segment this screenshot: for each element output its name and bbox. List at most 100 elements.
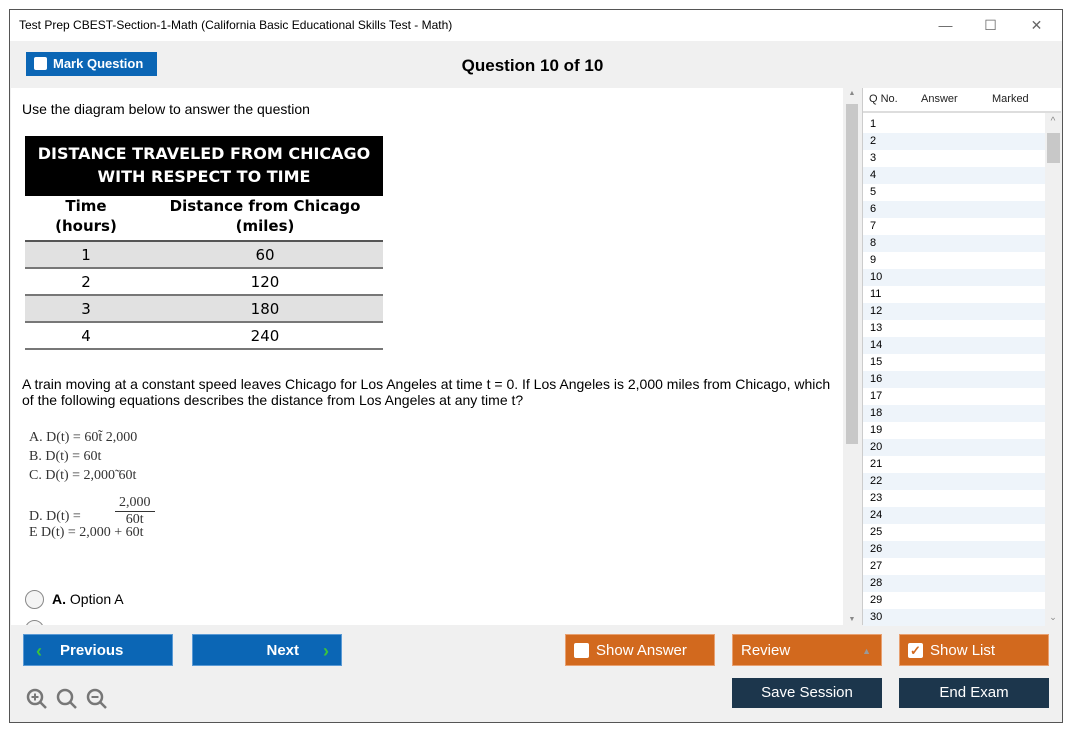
show-answer-label: Show Answer	[596, 642, 687, 659]
question-scrollbar[interactable]: ▲ ▼	[844, 88, 860, 625]
window-title: Test Prep CBEST-Section-1-Math (Californ…	[19, 18, 453, 32]
zoom-reset-icon[interactable]	[56, 688, 77, 709]
question-list-row[interactable]: 24	[863, 507, 1045, 524]
scroll-thumb[interactable]	[846, 104, 858, 444]
save-session-button[interactable]: Save Session	[732, 678, 882, 708]
question-list-row[interactable]: 22	[863, 473, 1045, 490]
question-list-row[interactable]: 7	[870, 220, 877, 232]
choice-e: E D(t) = 2,000 + 60t	[29, 525, 144, 540]
cell: 60	[255, 246, 275, 264]
header-answer: Answer	[921, 93, 958, 105]
question-list-row[interactable]: 13	[870, 322, 883, 334]
choice-d: D. D(t) =	[29, 509, 81, 524]
question-list-row[interactable]: 25	[870, 526, 883, 538]
next-button[interactable]: Next ›	[192, 634, 342, 666]
mark-question-button[interactable]: Mark Question	[26, 52, 157, 76]
chevron-left-icon: ‹	[36, 641, 42, 661]
scroll-up-icon[interactable]: ^	[1050, 116, 1056, 127]
cell: 120	[250, 273, 280, 291]
question-list-row[interactable]: 30	[863, 609, 1045, 626]
cell: 1	[81, 246, 91, 264]
header-marked: Marked	[992, 93, 1029, 105]
question-list-row[interactable]: 19	[870, 424, 883, 436]
choices-image: A. D(t) = 60t̃ 2,000 B. D(t) = 60t C. D(…	[29, 428, 155, 542]
cell: 4	[81, 327, 91, 345]
question-list-row[interactable]: 6	[863, 201, 1045, 218]
question-list-row[interactable]: 15	[870, 356, 883, 368]
question-list-row[interactable]: 11	[870, 288, 882, 300]
close-button[interactable]: ✕	[1030, 17, 1043, 33]
question-list-row[interactable]: 29	[870, 594, 883, 606]
end-exam-button[interactable]: End Exam	[899, 678, 1049, 708]
question-list-row[interactable]: 21	[870, 458, 883, 470]
show-list-button[interactable]: ✓ Show List	[899, 634, 1049, 666]
question-list-row[interactable]: 12	[863, 303, 1045, 320]
show-answer-checkbox[interactable]	[574, 643, 589, 658]
caret-up-icon: ▲	[862, 646, 871, 656]
question-list-row[interactable]: 5	[870, 186, 877, 198]
minimize-button[interactable]: —	[938, 17, 953, 33]
question-list-header: Q No. Answer Marked	[863, 88, 1061, 113]
col-header: Time	[65, 197, 107, 215]
app-window: Test Prep CBEST-Section-1-Math (Californ…	[9, 9, 1063, 723]
review-button[interactable]: Review ▲	[732, 634, 882, 666]
table-row: 4 240	[25, 323, 383, 350]
list-scrollbar[interactable]: ^ ⌄	[1045, 113, 1061, 625]
next-label: Next	[266, 642, 299, 659]
question-list-row[interactable]: 18	[863, 405, 1045, 422]
option-a-radio[interactable]	[25, 590, 44, 609]
option-a-label[interactable]: A. Option A	[52, 591, 124, 607]
question-list-row[interactable]: 8	[863, 235, 1045, 252]
question-list-row[interactable]: 20	[863, 439, 1045, 456]
scroll-thumb[interactable]	[1047, 133, 1060, 163]
table-row: 3 180	[25, 296, 383, 323]
scroll-down-icon[interactable]: ▼	[848, 616, 856, 623]
scroll-up-icon[interactable]: ▲	[848, 90, 856, 97]
chevron-right-icon: ›	[323, 641, 329, 661]
distance-table: DISTANCE TRAVELED FROM CHICAGO WITH RESP…	[25, 136, 383, 350]
maximize-button[interactable]: ☐	[984, 17, 997, 33]
review-label: Review	[741, 642, 791, 659]
question-list-row[interactable]: 16	[863, 371, 1045, 388]
question-list-row[interactable]: 2	[863, 133, 1045, 150]
table-row: 2 120	[25, 269, 383, 296]
question-list-row[interactable]: 23	[870, 492, 883, 504]
denominator: 60t	[125, 512, 144, 527]
previous-button[interactable]: ‹ Previous	[23, 634, 173, 666]
question-list-rows: 1 2 3 4 5 6 7 8 9 10 11 12 13 14 15 16 17 18 19 20 21 22 23 24 2…	[863, 113, 1061, 626]
question-list-row[interactable]: 28	[863, 575, 1045, 592]
cell: 180	[250, 300, 280, 318]
question-counter: Question 10 of 10	[461, 56, 604, 75]
question-stem: A train moving at a constant speed leave…	[22, 376, 831, 408]
zoom-in-icon[interactable]	[26, 688, 47, 709]
col-header: (miles)	[235, 217, 295, 235]
question-list-row[interactable]: 10	[863, 269, 1045, 286]
scroll-down-icon[interactable]: ⌄	[1049, 612, 1057, 622]
table-header: Time (hours) Distance from Chicago (miles)	[25, 196, 383, 242]
cell: 240	[250, 327, 280, 345]
mark-checkbox[interactable]	[34, 57, 47, 70]
choice-b: B. D(t) = 60t	[29, 449, 102, 464]
question-list-row[interactable]: 4	[863, 167, 1045, 184]
choice-c: C. D(t) = 2,000̃ 60t	[29, 468, 137, 483]
option-b-radio[interactable]	[25, 620, 44, 625]
table-row: 1 60	[25, 242, 383, 269]
option-text: Option A	[69, 591, 124, 607]
question-list-row[interactable]: 14	[863, 337, 1045, 354]
question-list-row[interactable]: 9	[870, 254, 877, 266]
show-list-checkbox[interactable]: ✓	[908, 643, 923, 658]
question-list-row[interactable]: 17	[870, 390, 883, 402]
question-list-row[interactable]: 3	[870, 152, 877, 164]
question-prompt: Use the diagram below to answer the ques…	[22, 101, 310, 117]
question-list-row[interactable]: 26	[863, 541, 1045, 558]
header-qno: Q No.	[869, 93, 898, 105]
question-list: Q No. Answer Marked 1 2 3 4 5 6 7 8 9 10 11 12 13 14 1…	[862, 88, 1061, 626]
cell: 3	[81, 300, 91, 318]
question-list-row[interactable]: 1	[870, 118, 877, 130]
fraction: 2,000 60t	[115, 495, 155, 528]
choice-a: A. D(t) = 60t̃ 2,000	[29, 430, 138, 445]
question-list-row[interactable]: 27	[870, 560, 883, 572]
zoom-out-icon[interactable]	[86, 688, 107, 709]
question-pane: Use the diagram below to answer the ques…	[11, 88, 843, 625]
show-answer-button[interactable]: Show Answer	[565, 634, 715, 666]
